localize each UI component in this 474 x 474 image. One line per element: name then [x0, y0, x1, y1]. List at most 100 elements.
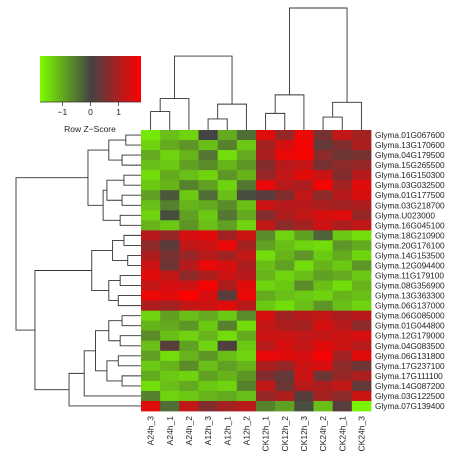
heatmap-cell — [256, 130, 276, 141]
row-label: Glyma.16G150300 — [375, 170, 445, 180]
row-label: Glyma.13G363300 — [375, 291, 445, 301]
column-label: CK12h_3 — [299, 416, 309, 452]
heatmap-cell — [179, 360, 199, 372]
column-label: CK24h_2 — [318, 416, 328, 452]
heatmap-cell — [198, 310, 219, 322]
heatmap-cell — [141, 190, 161, 201]
heatmap-cell — [141, 130, 161, 141]
heatmap-cell — [236, 140, 257, 151]
heatmap-cell — [313, 270, 334, 281]
heatmap-cell — [217, 320, 238, 332]
heatmap-cell — [332, 220, 353, 231]
heatmap-cell — [256, 360, 276, 372]
heatmap-cell — [160, 180, 180, 191]
heatmap-cell — [141, 210, 161, 221]
heatmap-cell — [179, 340, 199, 352]
heatmap-cell — [179, 270, 199, 281]
heatmap-cell — [313, 210, 334, 221]
heatmap-cell — [275, 250, 295, 261]
heatmap-cell — [198, 130, 219, 141]
row-dendrogram-branch — [102, 189, 121, 221]
heatmap-cell — [160, 130, 180, 141]
heatmap-cell — [141, 310, 161, 322]
column-label: A24h_2 — [184, 416, 194, 446]
heatmap-cell — [332, 280, 353, 291]
heatmap-cell — [217, 380, 238, 392]
heatmap-cell — [294, 210, 314, 221]
heatmap-cell — [256, 330, 276, 342]
heatmap-cell — [141, 200, 161, 211]
heatmap-cell — [313, 220, 334, 231]
heatmap-cell — [351, 310, 372, 322]
heatmap-cell — [236, 360, 257, 372]
heatmap-cell — [275, 370, 295, 382]
row-label: Glyma.20G176100 — [375, 240, 445, 250]
heatmap-cell — [313, 340, 334, 352]
row-dendrogram-branch — [91, 249, 113, 292]
heatmap-cell — [275, 400, 295, 412]
heatmap-cell — [160, 400, 180, 412]
column-label: A12h_1 — [222, 416, 232, 446]
heatmap-cell — [236, 270, 257, 281]
heatmap-cell — [351, 190, 372, 201]
heatmap-cell — [256, 370, 276, 382]
heatmap-cell — [351, 230, 372, 241]
heatmap-cell — [217, 260, 238, 271]
heatmap-cell — [179, 170, 199, 181]
heatmap-cell — [332, 200, 353, 211]
row-label: Glyma.17G237100 — [375, 361, 445, 371]
heatmap-cell — [160, 390, 180, 402]
heatmap-cell — [294, 310, 314, 322]
heatmap-cell — [160, 280, 180, 291]
heatmap-cell — [179, 130, 199, 141]
row-label: Glyma.14G153500 — [375, 250, 445, 260]
heatmap-cell — [351, 240, 372, 251]
heatmap-cell — [141, 390, 161, 402]
heatmap-cell — [294, 240, 314, 251]
heatmap-cell — [198, 370, 219, 382]
heatmap-cell — [332, 370, 353, 382]
row-label: Glyma.03G218700 — [375, 200, 445, 210]
heatmap-cell — [160, 320, 180, 332]
heatmap-cell — [256, 380, 276, 392]
heatmap-cell — [236, 210, 257, 221]
heatmap-cell — [351, 210, 372, 221]
heatmap-cell — [198, 200, 219, 211]
heatmap-cell — [294, 250, 314, 261]
heatmap-cell — [198, 290, 219, 302]
row-dendrogram-branch — [68, 372, 141, 407]
heatmap-cell — [275, 220, 295, 231]
heatmap-cell — [236, 150, 257, 161]
column-label: CK24h_1 — [337, 416, 347, 452]
heatmap-cell — [217, 300, 238, 312]
heatmap-cell — [217, 240, 238, 251]
row-dendrogram-branch — [121, 154, 141, 166]
heatmap-cell — [179, 330, 199, 342]
column-labels: A24h_3 A24h_1 A24h_2 A12h_3 A12h_1 A12h_2 CK12… — [146, 416, 367, 452]
heatmap-cell — [332, 190, 353, 201]
row-dendrogram-branch — [87, 149, 109, 206]
heatmap-cell — [256, 250, 276, 261]
heatmap-cell — [217, 150, 238, 161]
heatmap-cell — [256, 390, 276, 402]
heatmap-cell — [198, 280, 219, 291]
row-label: Glyma.17G111100 — [375, 371, 443, 381]
heatmap-cell — [313, 240, 334, 251]
heatmap-cell — [198, 320, 219, 332]
heatmap-cell — [332, 250, 353, 261]
column-dendrogram-branch — [322, 116, 343, 130]
heatmap-cell — [217, 250, 238, 261]
heatmap-cell — [179, 140, 199, 151]
heatmap-cell — [141, 220, 161, 231]
heatmap-cell — [236, 350, 257, 362]
heatmap-cell — [198, 220, 219, 231]
heatmap-cell — [351, 290, 372, 302]
heatmap-cell — [275, 350, 295, 362]
row-dendrogram-branch — [127, 254, 141, 266]
row-label: Glyma.06G131800 — [375, 351, 445, 361]
heatmap-cell — [198, 240, 219, 251]
heatmap-cell — [198, 170, 219, 181]
heatmap-cell — [275, 240, 295, 251]
heatmap-cell — [236, 250, 257, 261]
heatmap-cell — [179, 300, 199, 312]
